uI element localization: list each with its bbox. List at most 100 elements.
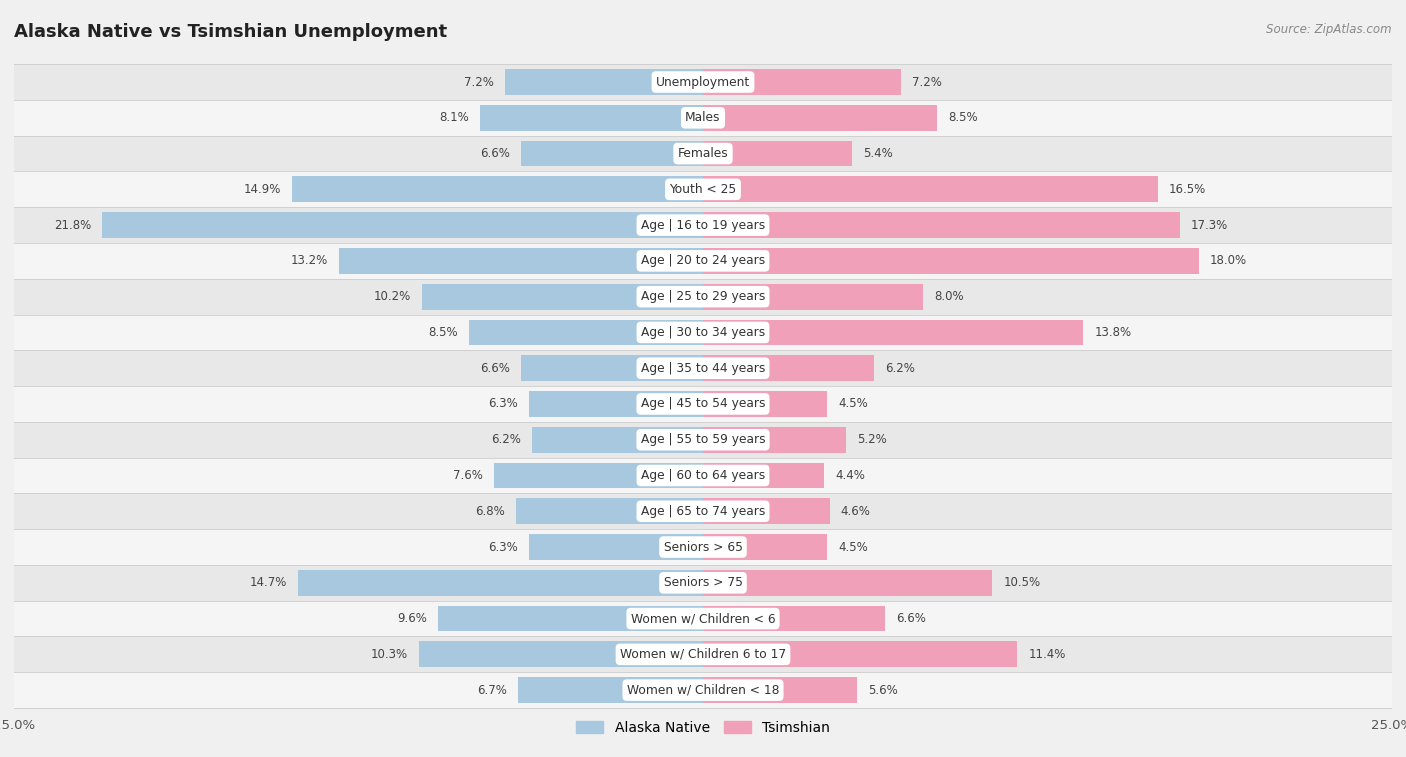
- Bar: [494, 463, 703, 488]
- Bar: [422, 284, 703, 310]
- Text: Women w/ Children < 6: Women w/ Children < 6: [631, 612, 775, 625]
- Text: 21.8%: 21.8%: [53, 219, 91, 232]
- Text: 9.6%: 9.6%: [398, 612, 427, 625]
- Bar: [14, 243, 1392, 279]
- Text: 6.3%: 6.3%: [489, 540, 519, 553]
- Bar: [530, 534, 703, 560]
- Bar: [14, 529, 1392, 565]
- Text: 18.0%: 18.0%: [1211, 254, 1247, 267]
- Text: 7.2%: 7.2%: [912, 76, 942, 89]
- Bar: [103, 212, 703, 238]
- Text: 5.6%: 5.6%: [869, 684, 898, 696]
- Bar: [519, 678, 703, 703]
- Text: 13.8%: 13.8%: [1094, 326, 1132, 339]
- Bar: [703, 141, 852, 167]
- Text: 13.2%: 13.2%: [291, 254, 328, 267]
- Text: 10.5%: 10.5%: [1004, 576, 1040, 589]
- Text: Seniors > 65: Seniors > 65: [664, 540, 742, 553]
- Text: Age | 60 to 64 years: Age | 60 to 64 years: [641, 469, 765, 482]
- Text: Age | 20 to 24 years: Age | 20 to 24 years: [641, 254, 765, 267]
- Text: 8.5%: 8.5%: [948, 111, 979, 124]
- Bar: [14, 279, 1392, 314]
- Bar: [703, 319, 1083, 345]
- Bar: [14, 171, 1392, 207]
- Bar: [703, 498, 830, 524]
- Text: Males: Males: [685, 111, 721, 124]
- Bar: [703, 284, 924, 310]
- Bar: [531, 427, 703, 453]
- Bar: [516, 498, 703, 524]
- Bar: [468, 319, 703, 345]
- Text: 8.5%: 8.5%: [427, 326, 458, 339]
- Bar: [14, 637, 1392, 672]
- Bar: [419, 641, 703, 667]
- Bar: [14, 314, 1392, 350]
- Bar: [14, 494, 1392, 529]
- Text: Age | 65 to 74 years: Age | 65 to 74 years: [641, 505, 765, 518]
- Text: 4.6%: 4.6%: [841, 505, 870, 518]
- Text: Source: ZipAtlas.com: Source: ZipAtlas.com: [1267, 23, 1392, 36]
- Legend: Alaska Native, Tsimshian: Alaska Native, Tsimshian: [569, 715, 837, 740]
- Text: 4.5%: 4.5%: [838, 540, 868, 553]
- Text: Women w/ Children < 18: Women w/ Children < 18: [627, 684, 779, 696]
- Bar: [14, 422, 1392, 458]
- Text: Age | 55 to 59 years: Age | 55 to 59 years: [641, 433, 765, 446]
- Text: Unemployment: Unemployment: [655, 76, 751, 89]
- Text: Alaska Native vs Tsimshian Unemployment: Alaska Native vs Tsimshian Unemployment: [14, 23, 447, 41]
- Text: 6.6%: 6.6%: [896, 612, 925, 625]
- Bar: [14, 672, 1392, 708]
- Bar: [703, 355, 875, 381]
- Text: 10.3%: 10.3%: [371, 648, 408, 661]
- Text: 6.6%: 6.6%: [481, 362, 510, 375]
- Text: Youth < 25: Youth < 25: [669, 183, 737, 196]
- Bar: [522, 355, 703, 381]
- Bar: [703, 391, 827, 417]
- Text: 10.2%: 10.2%: [374, 290, 411, 303]
- Text: Age | 30 to 34 years: Age | 30 to 34 years: [641, 326, 765, 339]
- Text: 6.6%: 6.6%: [481, 147, 510, 160]
- Text: 4.4%: 4.4%: [835, 469, 865, 482]
- Text: 6.3%: 6.3%: [489, 397, 519, 410]
- Bar: [339, 248, 703, 274]
- Text: 7.2%: 7.2%: [464, 76, 494, 89]
- Bar: [14, 207, 1392, 243]
- Bar: [703, 105, 938, 131]
- Bar: [14, 100, 1392, 136]
- Bar: [703, 534, 827, 560]
- Text: Age | 25 to 29 years: Age | 25 to 29 years: [641, 290, 765, 303]
- Text: 8.1%: 8.1%: [439, 111, 468, 124]
- Text: Seniors > 75: Seniors > 75: [664, 576, 742, 589]
- Bar: [703, 606, 884, 631]
- Bar: [292, 176, 703, 202]
- Bar: [703, 212, 1180, 238]
- Bar: [703, 248, 1199, 274]
- Text: Age | 45 to 54 years: Age | 45 to 54 years: [641, 397, 765, 410]
- Bar: [505, 69, 703, 95]
- Bar: [522, 141, 703, 167]
- Text: Females: Females: [678, 147, 728, 160]
- Bar: [14, 386, 1392, 422]
- Text: 17.3%: 17.3%: [1191, 219, 1227, 232]
- Bar: [14, 601, 1392, 637]
- Bar: [14, 565, 1392, 601]
- Bar: [439, 606, 703, 631]
- Text: 6.7%: 6.7%: [478, 684, 508, 696]
- Text: 5.4%: 5.4%: [863, 147, 893, 160]
- Bar: [14, 458, 1392, 494]
- Bar: [14, 350, 1392, 386]
- Text: 7.6%: 7.6%: [453, 469, 482, 482]
- Text: Age | 35 to 44 years: Age | 35 to 44 years: [641, 362, 765, 375]
- Text: 6.8%: 6.8%: [475, 505, 505, 518]
- Bar: [703, 427, 846, 453]
- Text: 16.5%: 16.5%: [1168, 183, 1206, 196]
- Text: Age | 16 to 19 years: Age | 16 to 19 years: [641, 219, 765, 232]
- Text: 6.2%: 6.2%: [884, 362, 915, 375]
- Bar: [703, 570, 993, 596]
- Bar: [298, 570, 703, 596]
- Bar: [703, 641, 1017, 667]
- Bar: [703, 678, 858, 703]
- Bar: [703, 176, 1157, 202]
- Text: Women w/ Children 6 to 17: Women w/ Children 6 to 17: [620, 648, 786, 661]
- Bar: [530, 391, 703, 417]
- Bar: [703, 69, 901, 95]
